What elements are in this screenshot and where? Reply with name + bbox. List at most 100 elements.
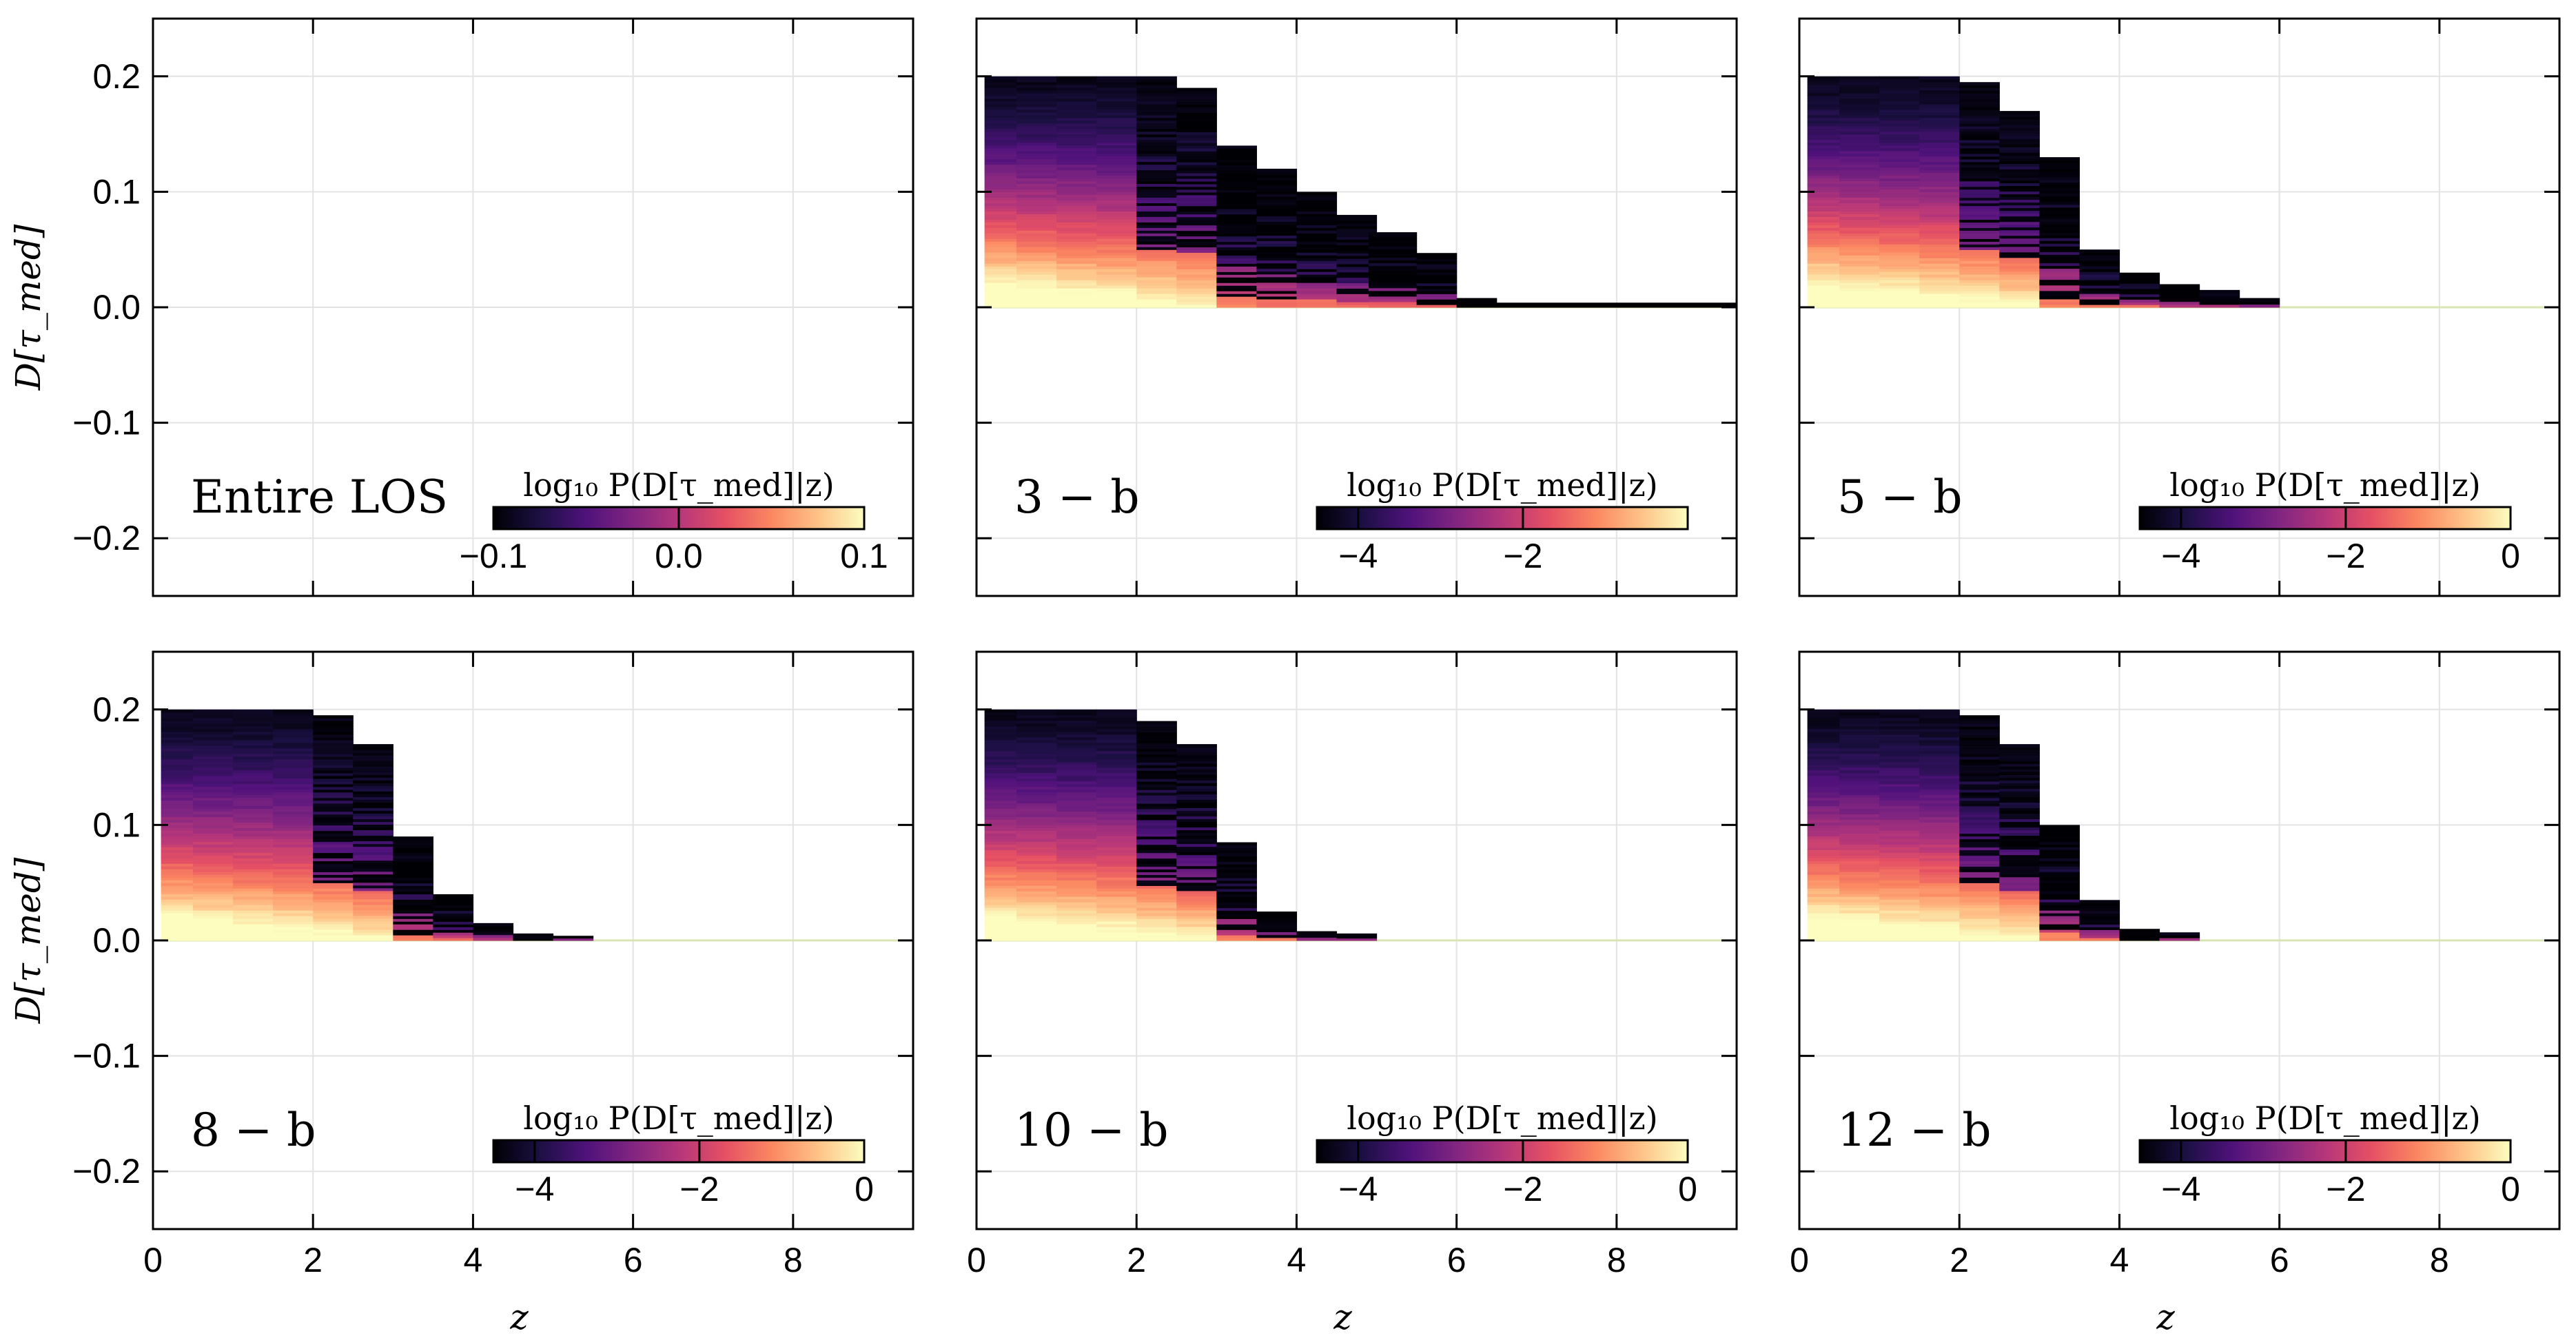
heatmap-bin: [1176, 296, 1217, 300]
heatmap-bin: [1056, 932, 1097, 936]
heatmap-bin: [1919, 128, 1960, 132]
heatmap-bin: [2079, 932, 2120, 936]
heatmap-bin: [1136, 800, 1177, 804]
heatmap-bin: [1839, 92, 1880, 96]
heatmap-bin: [984, 101, 1017, 105]
heatmap-bin: [1256, 285, 1298, 289]
heatmap-bin: [1016, 924, 1057, 927]
heatmap-bin: [1879, 902, 1920, 905]
heatmap-bin: [313, 740, 354, 743]
heatmap-bin: [1056, 827, 1097, 831]
heatmap-bin: [1016, 709, 1057, 713]
heatmap-bin: [161, 797, 194, 801]
heatmap-bin: [1999, 271, 2040, 275]
heatmap-bin: [1919, 866, 1960, 869]
heatmap-bin: [2079, 924, 2120, 928]
heatmap-bin: [1136, 833, 1177, 837]
heatmap-bin: [984, 902, 1017, 905]
heatmap-bin: [1136, 863, 1177, 867]
heatmap-bin: [273, 761, 314, 765]
heatmap-bin: [161, 860, 194, 864]
heatmap-bin: [1056, 816, 1097, 821]
heatmap-bin: [1096, 214, 1137, 217]
heatmap-bin: [1879, 932, 1920, 936]
heatmap-bin: [273, 883, 314, 886]
heatmap-bin: [1136, 913, 1177, 916]
heatmap-bin: [2039, 196, 2080, 200]
heatmap-bin: [1136, 95, 1177, 99]
heatmap-bin: [2079, 900, 2120, 903]
heatmap-bin: [1256, 246, 1298, 250]
heatmap-bin: [1807, 725, 1840, 730]
heatmap-bin: [353, 890, 393, 894]
heatmap-bin: [1807, 128, 1840, 132]
heatmap-bin: [1839, 841, 1880, 845]
heatmap-bin: [1016, 189, 1057, 192]
heatmap-bin: [1216, 905, 1257, 909]
heatmap-bin: [1839, 750, 1880, 754]
heatmap-bin: [1016, 781, 1057, 785]
heatmap-bin: [1096, 852, 1137, 856]
heatmap-bin: [1136, 106, 1177, 110]
heatmap-bin: [1056, 98, 1097, 102]
heatmap-bin: [1839, 112, 1880, 116]
colorbar-label: log₁₀ P(D[τ_med]|z): [2169, 466, 2480, 504]
heatmap-bin: [1096, 880, 1137, 883]
heatmap-bin: [273, 905, 314, 908]
heatmap-bin: [1999, 243, 2040, 247]
heatmap-bin: [984, 836, 1017, 839]
heatmap-bin: [1807, 192, 1840, 195]
heatmap-bin: [1216, 913, 1257, 916]
heatmap-bin: [1176, 159, 1217, 163]
heatmap-bin: [1368, 254, 1418, 258]
heatmap-bin: [1839, 103, 1880, 107]
heatmap-bin: [1839, 797, 1880, 801]
heatmap-bin: [1807, 767, 1840, 771]
heatmap-bin: [1016, 147, 1057, 152]
heatmap-bin: [313, 783, 354, 787]
heatmap-bin: [1807, 241, 1840, 245]
heatmap-bin: [1368, 304, 1418, 308]
heatmap-bin: [193, 858, 234, 861]
heatmap-bin: [1999, 807, 2040, 811]
heatmap-bin: [1216, 921, 1257, 925]
heatmap-bin: [273, 723, 314, 727]
heatmap-bin: [393, 927, 433, 930]
heatmap-bin: [1839, 161, 1880, 165]
heatmap-bin: [1999, 907, 2040, 911]
heatmap-bin: [193, 891, 234, 894]
heatmap-bin: [1999, 813, 2040, 817]
heatmap-bin: [1999, 205, 2040, 209]
heatmap-bin: [1416, 305, 1458, 308]
heatmap-bin: [1919, 169, 1960, 174]
heatmap-bin: [1096, 855, 1137, 858]
heatmap-bin: [1296, 255, 1338, 258]
heatmap-bin: [1016, 852, 1057, 856]
colorbar-tick-label: −4: [1338, 537, 1378, 575]
heatmap-bin: [193, 902, 234, 905]
heatmap-bin: [1999, 882, 2040, 886]
heatmap-bin: [1136, 123, 1177, 127]
heatmap-bin: [1839, 200, 1880, 203]
heatmap-bin: [1879, 238, 1920, 242]
heatmap-bin: [273, 731, 314, 735]
heatmap-bin: [1056, 891, 1097, 894]
panel-label: 10 − b: [1014, 1104, 1169, 1157]
heatmap-bin: [1096, 894, 1137, 897]
heatmap-bin: [1368, 260, 1418, 264]
heatmap-bin: [1999, 879, 2040, 883]
heatmap-bin: [1176, 920, 1217, 925]
heatmap-bin: [353, 918, 393, 922]
heatmap-bin: [2119, 291, 2160, 295]
heatmap-bin: [313, 849, 354, 854]
heatmap-bin: [1096, 811, 1137, 815]
heatmap-bin: [1256, 276, 1298, 280]
heatmap-bin: [1839, 786, 1880, 790]
heatmap-bin: [984, 800, 1017, 804]
heatmap-bin: [1056, 838, 1097, 842]
heatmap-bin: [193, 797, 234, 801]
heatmap-bin: [161, 811, 194, 815]
heatmap-bin: [1056, 302, 1097, 305]
heatmap-bin: [1096, 935, 1137, 938]
heatmap-bin: [1176, 923, 1217, 927]
